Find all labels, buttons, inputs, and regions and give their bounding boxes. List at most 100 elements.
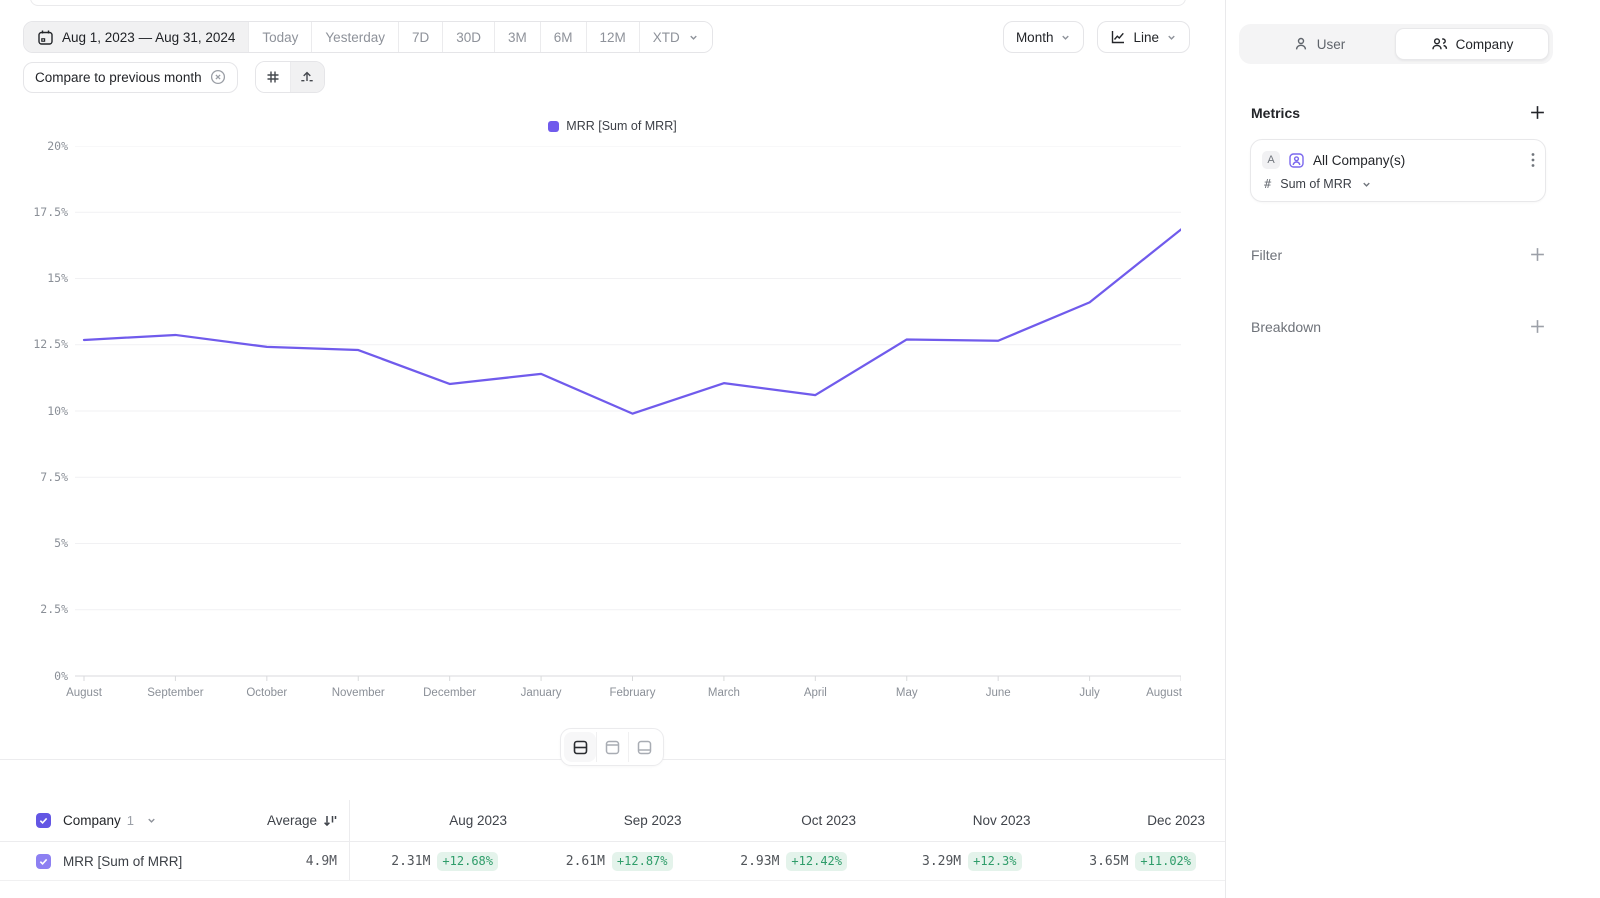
- chart-type-dropdown[interactable]: Line: [1097, 21, 1190, 53]
- chart-legend: MRR [Sum of MRR]: [0, 119, 1225, 133]
- filter-title: Filter: [1251, 246, 1283, 263]
- column-header: Sep 2023: [623, 813, 682, 828]
- select-all-checkbox[interactable]: [36, 813, 51, 828]
- entity-label: Company: [63, 813, 121, 828]
- column-header: Nov 2023: [972, 813, 1031, 828]
- preset-7d-button[interactable]: 7D: [397, 22, 443, 52]
- layout-view-toggle: [560, 728, 664, 766]
- hash-icon: #: [1264, 177, 1272, 191]
- chevron-down-icon: [1062, 35, 1070, 40]
- xtd-label: XTD: [652, 29, 680, 45]
- metrics-title: Metrics: [1251, 104, 1301, 121]
- filter-section-header: Filter: [1251, 246, 1546, 263]
- toolbar: Aug 1, 2023 — Aug 31, 2024 Today Yesterda…: [23, 21, 1190, 53]
- metric-menu-button[interactable]: [1529, 150, 1537, 170]
- y-axis-label: 12.5%: [33, 337, 68, 352]
- cell-value: 2.61M: [565, 853, 605, 869]
- delta-badge: +12.87%: [611, 851, 673, 871]
- x-axis-label: June: [985, 687, 1011, 699]
- company-toggle-button[interactable]: Company: [1395, 28, 1549, 60]
- date-range-button[interactable]: Aug 1, 2023 — Aug 31, 2024: [24, 22, 249, 52]
- growth-overlay-button[interactable]: [289, 62, 324, 92]
- mrr-line-series: [82, 228, 1181, 415]
- x-axis-label: October: [246, 687, 288, 699]
- breakdown-title: Breakdown: [1251, 318, 1322, 335]
- compare-chip[interactable]: Compare to previous month: [23, 61, 238, 93]
- delta-badge: +12.42%: [786, 851, 847, 871]
- close-circle-icon[interactable]: [210, 69, 226, 85]
- header-border: [0, 841, 1225, 842]
- table-cell: 2.31M +12.68%: [298, 842, 498, 880]
- preset-6m-button[interactable]: 6M: [539, 22, 586, 52]
- company-icon: [1431, 38, 1447, 50]
- add-filter-button[interactable]: [1529, 246, 1546, 263]
- legend-label[interactable]: MRR [Sum of MRR]: [566, 119, 677, 133]
- granularity-dropdown[interactable]: Month: [1002, 21, 1085, 53]
- breakdown-section-header: Breakdown: [1251, 318, 1546, 335]
- preset-12m-button[interactable]: 12M: [585, 22, 639, 52]
- calendar-icon: [38, 30, 53, 45]
- preset-today-button[interactable]: Today: [248, 22, 312, 52]
- company-toggle-label: Company: [1455, 36, 1514, 52]
- entity-selector[interactable]: Company 1: [36, 800, 157, 841]
- column-header: Aug 2023: [449, 813, 507, 828]
- x-axis-label: November: [331, 687, 385, 699]
- y-axis-label: 20%: [47, 138, 68, 153]
- grid-lines-button[interactable]: [255, 62, 290, 92]
- cell-value: 2.93M: [740, 853, 780, 869]
- preset-buttons: Today Yesterday 7D 30D 3M 6M 12M: [248, 22, 639, 52]
- date-range-control: Aug 1, 2023 — Aug 31, 2024 Today Yesterda…: [23, 21, 713, 53]
- plus-icon: [1531, 106, 1544, 119]
- y-axis-label: 10%: [47, 403, 68, 418]
- average-column-header[interactable]: Average: [197, 800, 337, 841]
- card-edge: [30, 0, 1186, 6]
- x-axis-label: September: [147, 687, 204, 699]
- cell-value: 3.29M: [922, 853, 962, 869]
- metric-card: A All Company(s) # Sum of MRR: [1250, 139, 1546, 202]
- granularity-label: Month: [1015, 29, 1054, 45]
- preset-30d-button[interactable]: 30D: [442, 22, 494, 52]
- split-view-button[interactable]: [564, 732, 596, 762]
- aggregation-dropdown[interactable]: # Sum of MRR: [1264, 177, 1372, 191]
- line-chart: 0% 2.5% 5% 7.5% 10% 12.5% 15% 17.5% 20% August Sep…: [0, 139, 1225, 711]
- preset-3m-button[interactable]: 3M: [494, 22, 540, 52]
- metric-row-label: MRR [Sum of MRR]: [63, 853, 183, 869]
- entity-type-toggle: User Company: [1239, 24, 1553, 64]
- add-breakdown-button[interactable]: [1529, 318, 1546, 335]
- grid-icon: [267, 71, 279, 83]
- table-only-view-button[interactable]: [628, 732, 660, 762]
- plus-icon: [1531, 248, 1544, 261]
- x-axis-label: December: [423, 687, 477, 699]
- table-cell: 2.93M +12.42%: [647, 842, 847, 880]
- table-cell: 2.61M +12.87%: [473, 842, 673, 880]
- chevron-down-icon: [1168, 35, 1175, 40]
- metric-card-title-row: A All Company(s): [1262, 150, 1537, 170]
- column-header: Dec 2023: [1147, 813, 1205, 828]
- split-view-icon: [573, 740, 587, 754]
- preset-yesterday-button[interactable]: Yesterday: [311, 22, 398, 52]
- legend-swatch: [548, 120, 560, 132]
- chart-only-view-button[interactable]: [596, 732, 628, 762]
- y-axis-label: 15%: [47, 271, 68, 285]
- y-axis-label: 2.5%: [40, 602, 68, 617]
- cell-value: 2.31M: [391, 853, 431, 869]
- add-metric-button[interactable]: [1529, 104, 1546, 121]
- x-axis-label: May: [895, 687, 918, 699]
- metric-name: All Company(s): [1313, 152, 1406, 168]
- y-axis-label: 17.5%: [33, 204, 68, 219]
- user-icon: [1295, 37, 1306, 50]
- y-axis-label: 0%: [54, 668, 68, 683]
- plus-icon: [1531, 320, 1544, 333]
- chart-plot-area: [75, 146, 1181, 681]
- chevron-down-icon: [148, 818, 155, 823]
- check-icon: [39, 817, 48, 824]
- preset-xtd-button[interactable]: XTD: [638, 22, 712, 52]
- table-row: MRR [Sum of MRR] 4.9M 2.31M +12.68% 2.61M +…: [0, 842, 1225, 880]
- entity-count: 1: [126, 813, 135, 828]
- main-panel: Aug 1, 2023 — Aug 31, 2024 Today Yesterda…: [0, 0, 1225, 881]
- arrow-up-from-line-icon: [301, 71, 313, 82]
- user-toggle-button[interactable]: User: [1243, 28, 1395, 60]
- bottom-panel-icon: [637, 740, 652, 754]
- row-checkbox[interactable]: [36, 853, 51, 869]
- compare-chip-label: Compare to previous month: [35, 69, 202, 85]
